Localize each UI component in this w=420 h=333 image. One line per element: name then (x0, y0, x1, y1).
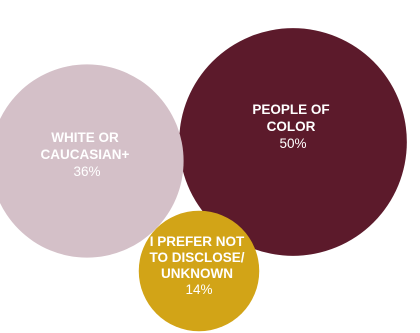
value-people-of-color: 50% (279, 136, 306, 151)
label-white-or-caucasian-line2: CAUCASIAN+ (41, 147, 130, 162)
label-white-or-caucasian: WHITE OR CAUCASIAN+ 36% (41, 129, 134, 179)
value-white-or-caucasian: 36% (73, 164, 100, 179)
bubble-white-or-caucasian (0, 64, 184, 258)
label-people-of-color-line1: PEOPLE OF (252, 102, 329, 117)
value-prefer-not-to-disclose: 14% (185, 282, 212, 297)
label-prefer-not-to-disclose: I PREFER NOT TO DISCLOSE/ UNKNOWN 14% (149, 233, 248, 297)
bubble-people-of-color (179, 28, 407, 256)
label-prefer-not-to-disclose-line2: TO DISCLOSE/ (149, 250, 244, 265)
label-people-of-color-line2: COLOR (267, 119, 316, 134)
bubble-prefer-not-to-disclose (138, 210, 260, 332)
label-prefer-not-to-disclose-line1: I PREFER NOT (150, 234, 245, 249)
label-white-or-caucasian-line1: WHITE OR (51, 130, 119, 145)
label-prefer-not-to-disclose-line3: UNKNOWN (161, 266, 233, 281)
label-people-of-color: PEOPLE OF COLOR 50% (252, 101, 333, 151)
